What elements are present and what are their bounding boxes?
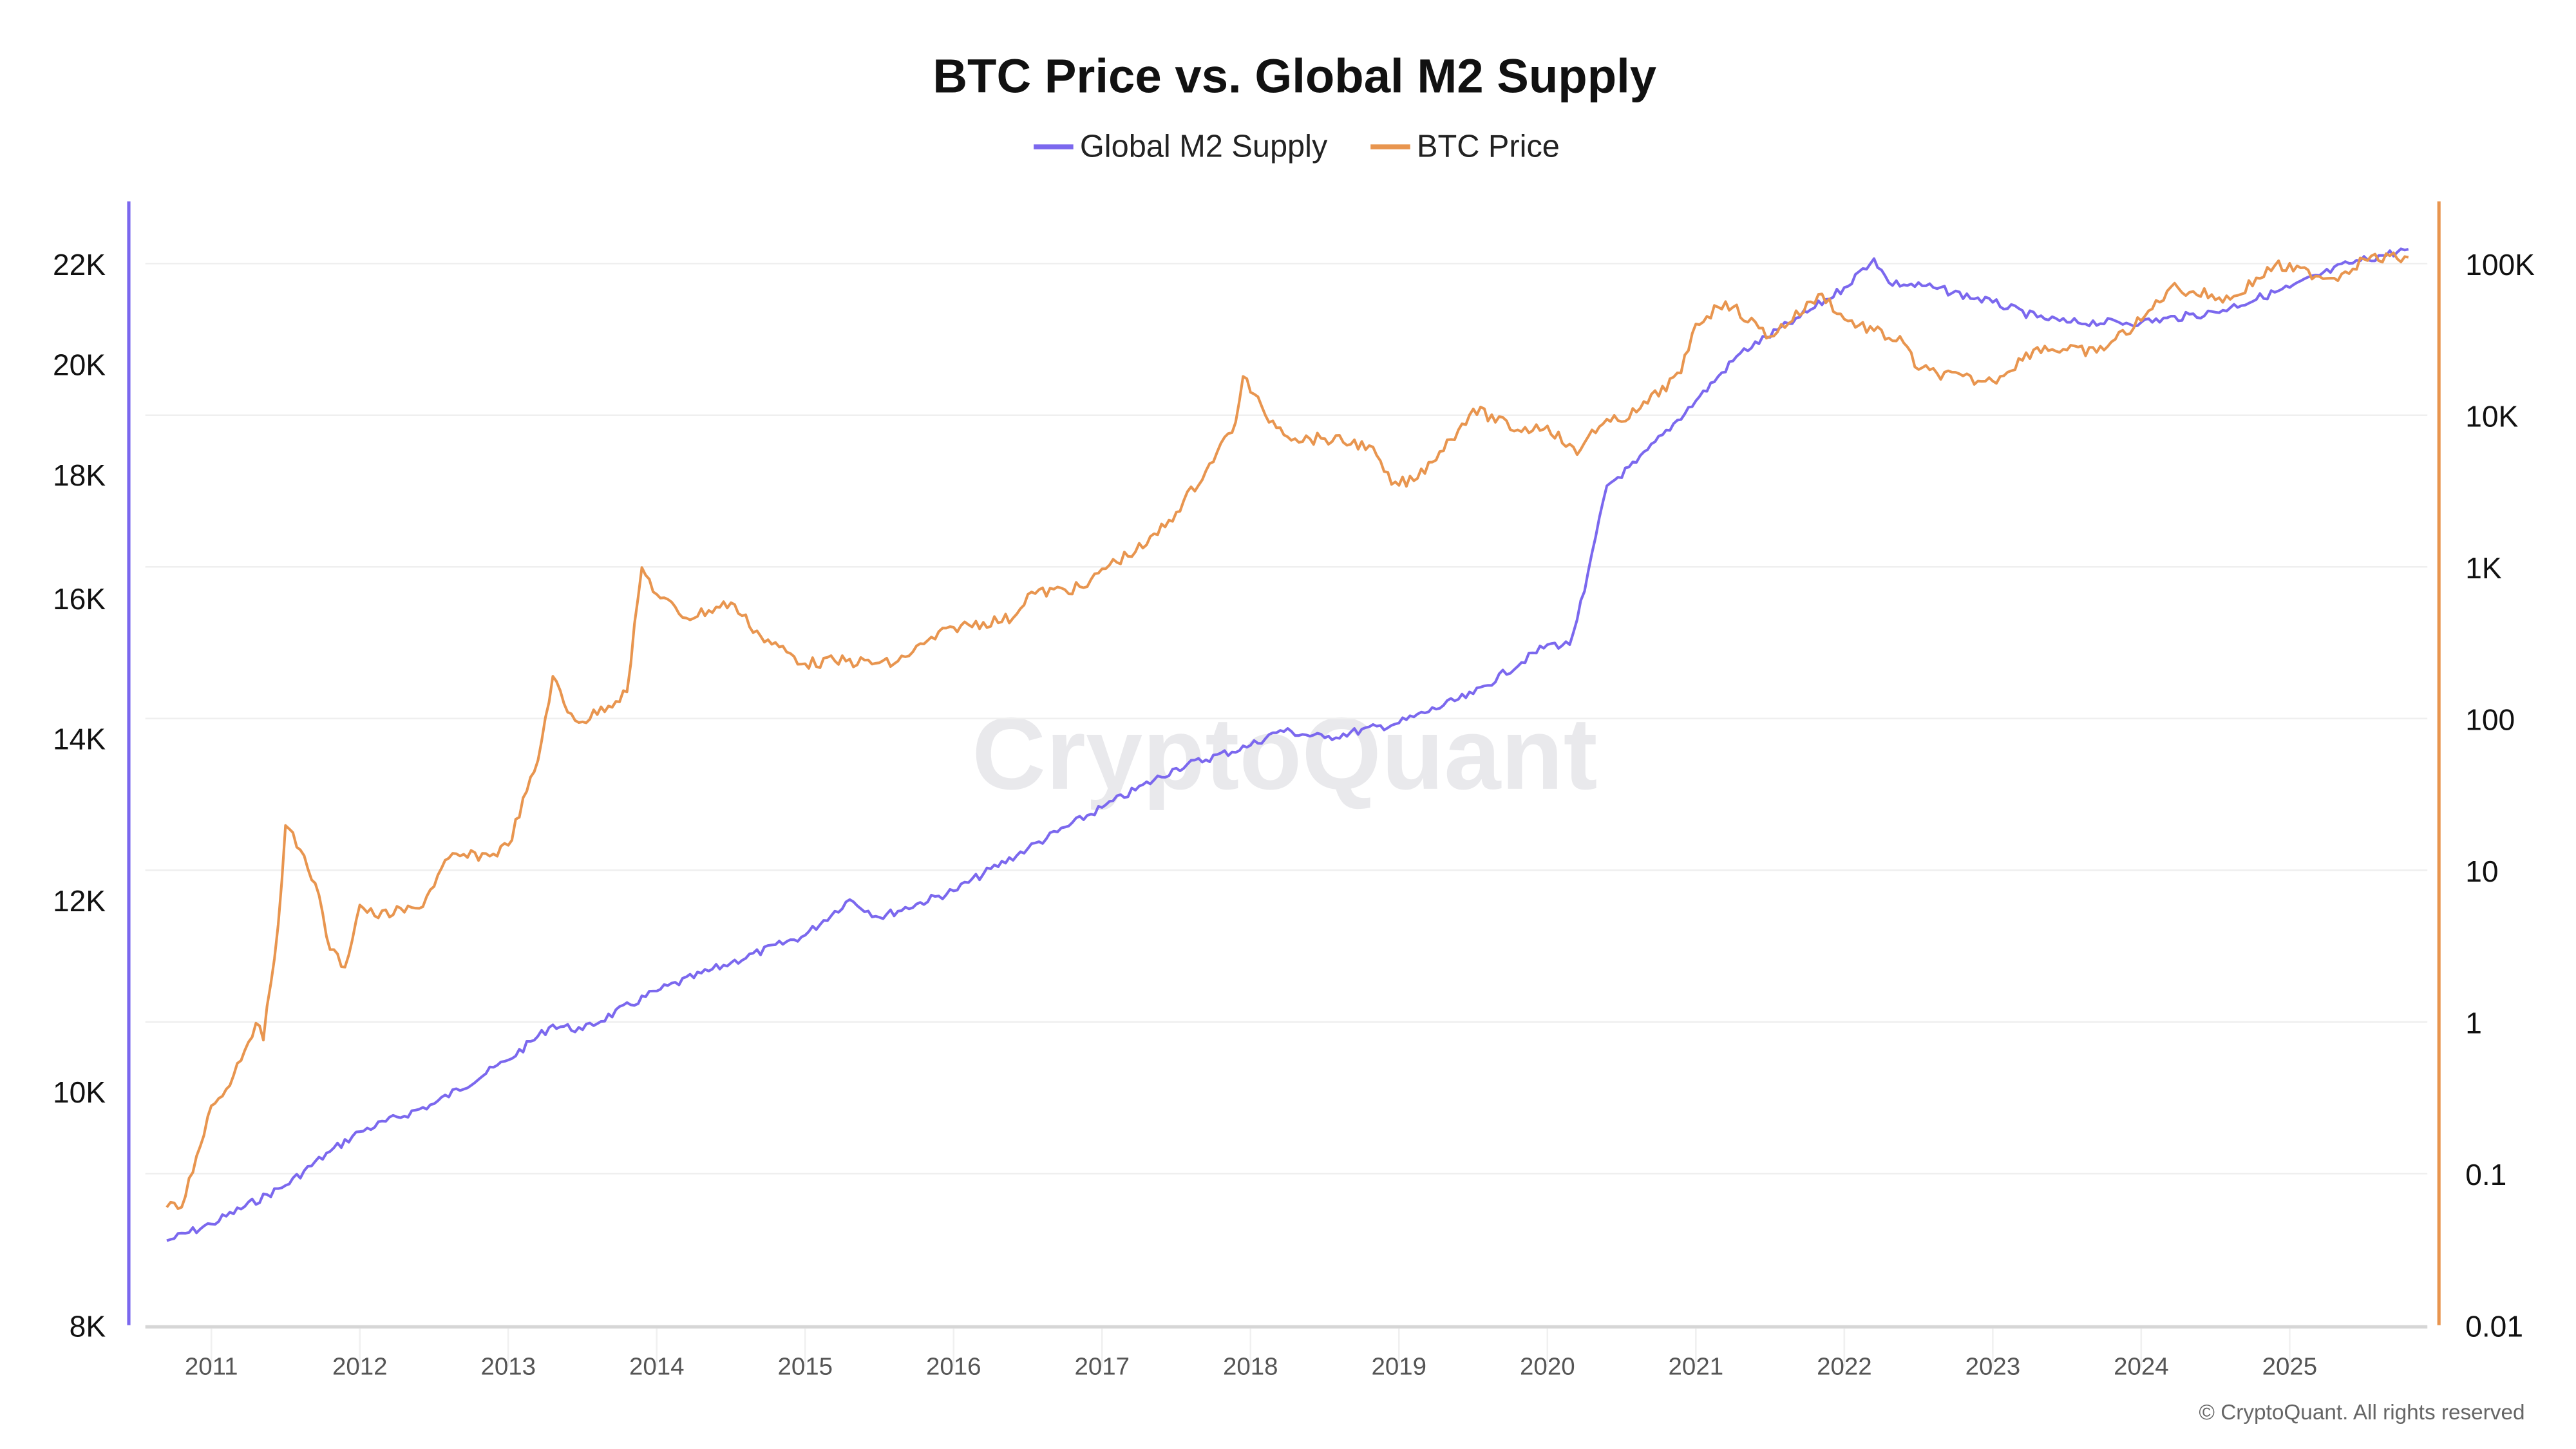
x-axis-tick-label: 2013	[480, 1353, 536, 1381]
right-axis-tick-label: 1K	[2465, 551, 2502, 585]
left-axis-tick-label: 22K	[53, 248, 106, 281]
right-axis-tick-label: 0.1	[2465, 1158, 2506, 1191]
right-axis-tick-label: 10	[2465, 855, 2498, 888]
left-axis-tick-label: 18K	[53, 459, 106, 492]
x-axis-tick-label: 2019	[1372, 1353, 1427, 1381]
right-axis-tick-label: 100K	[2465, 248, 2535, 281]
left-axis-tick-label: 14K	[53, 723, 106, 756]
legend: Global M2 Supply BTC Price	[1034, 129, 1560, 164]
axes: 0.01 0.1 1 10 100 1K 10K 100K 8K 10K 12K 14K 16K 18K 2…	[53, 201, 2535, 1381]
x-axis-tick-label: 2012	[332, 1353, 388, 1381]
legend-label-m2: Global M2 Supply	[1080, 129, 1328, 164]
x-axis-tick-label: 2018	[1223, 1353, 1278, 1381]
left-axis-tick-label: 16K	[53, 582, 106, 616]
x-axis-tick-label: 2021	[1669, 1353, 1724, 1381]
x-axis-tick-label: 2015	[777, 1353, 833, 1381]
x-axis-tick-label: 2024	[2114, 1353, 2169, 1381]
m2-supply-line[interactable]	[166, 247, 2409, 1242]
x-axis-tick-label: 2017	[1075, 1353, 1130, 1381]
legend-label-btc: BTC Price	[1417, 129, 1560, 164]
btc-price-line[interactable]	[166, 251, 2409, 1210]
x-axis-tick-label: 2016	[926, 1353, 981, 1381]
series-lines	[166, 247, 2409, 1242]
right-axis-tick-label: 1	[2465, 1007, 2482, 1040]
x-axis-tick-label: 2014	[629, 1353, 685, 1381]
chart-title: BTC Price vs. Global M2 Supply	[933, 50, 1656, 103]
watermark: CryptoQuant	[972, 696, 1597, 811]
right-axis-tick-label: 0.01	[2465, 1310, 2523, 1343]
right-axis-tick-label: 100	[2465, 703, 2515, 737]
x-axis-tick-label: 2020	[1520, 1353, 1575, 1381]
legend-item-btc[interactable]: BTC Price	[1370, 129, 1560, 164]
left-axis-tick-label: 20K	[53, 348, 106, 381]
left-axis-tick-label: 8K	[70, 1310, 106, 1343]
gridlines	[145, 262, 2428, 1175]
legend-item-m2[interactable]: Global M2 Supply	[1034, 129, 1328, 164]
right-axis-tick-label: 10K	[2465, 400, 2518, 433]
x-axis-tick-label: 2011	[185, 1353, 238, 1381]
left-axis-tick-label: 12K	[53, 884, 106, 918]
x-axis-tick-label: 2022	[1817, 1353, 1872, 1381]
left-axis-tick-label: 10K	[53, 1075, 106, 1109]
x-axis-tick-label: 2023	[1965, 1353, 2021, 1381]
copyright-credit: © CryptoQuant. All rights reserved	[2199, 1401, 2524, 1425]
x-axis-tick-label: 2025	[2262, 1353, 2318, 1381]
